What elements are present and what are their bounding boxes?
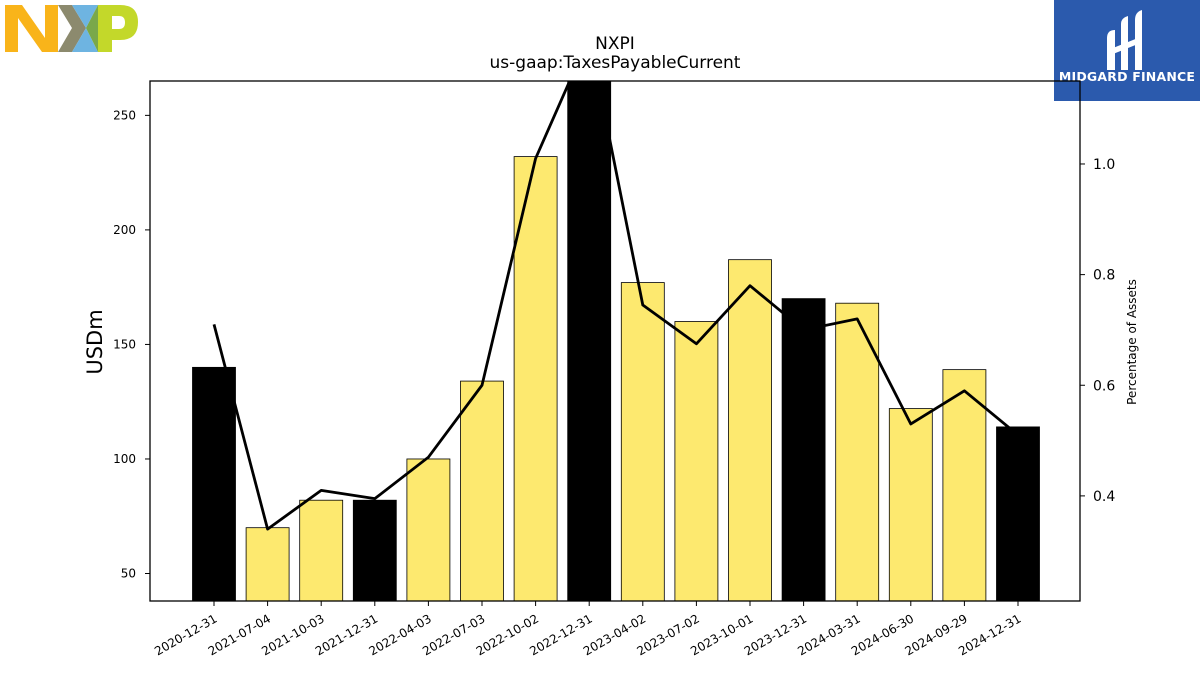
bar-2021-07-04	[245, 527, 290, 601]
y-axis-label: USDm	[83, 309, 107, 374]
bar-2022-07-03	[460, 380, 504, 601]
midgard-finance-logo: MIDGARD FINANCE	[1054, 0, 1200, 101]
bar-2024-12-31	[996, 426, 1040, 601]
y-axis-ticks: 50 100 150 200 250	[113, 108, 150, 581]
chart-subtitle: us-gaap:TaxesPayableCurrent	[490, 53, 741, 73]
bar-2024-06-30	[888, 408, 933, 601]
bar-2021-12-31	[352, 499, 397, 601]
y-tick-label: 250	[113, 108, 136, 122]
bar-2023-10-01	[728, 259, 772, 601]
chart-title: NXPI	[595, 34, 635, 54]
bar-2024-03-31	[835, 302, 880, 601]
y2-tick-label: 0.6	[1093, 378, 1115, 394]
y-tick-label: 100	[113, 452, 136, 466]
y2-axis-ticks: 0.4 0.6 0.8 1.0	[1080, 157, 1115, 505]
y2-tick-label: 1.0	[1093, 157, 1115, 173]
bar-series	[192, 81, 1040, 601]
y2-axis-label: Percentage of Assets	[1125, 279, 1139, 405]
y-tick-label: 200	[113, 223, 136, 237]
y2-tick-label: 0.8	[1093, 268, 1115, 284]
bar-2023-12-31	[781, 298, 826, 601]
bar-2023-04-02	[620, 282, 665, 601]
midgard-mark-icon	[1107, 10, 1142, 70]
y2-tick-label: 0.4	[1093, 489, 1115, 505]
bar-2023-07-02	[674, 321, 719, 601]
bar-2022-10-02	[513, 156, 558, 601]
plot-frame	[149, 80, 1081, 602]
line-series	[212, 81, 1019, 531]
bar-2020-12-31	[192, 366, 236, 601]
y-tick-label: 50	[121, 567, 136, 581]
bar-2024-09-29	[942, 369, 987, 601]
percentage-line	[212, 81, 1019, 531]
bar-2022-04-03	[406, 458, 451, 601]
x-axis-ticks: 2020-12-312021-07-042021-10-032021-12-31…	[152, 601, 1024, 658]
bar-2022-12-31	[567, 81, 612, 601]
y-tick-label: 150	[113, 337, 136, 351]
nxp-logo	[5, 5, 138, 52]
brand-name: MIDGARD FINANCE	[1059, 69, 1195, 84]
bar-2021-10-03	[299, 499, 344, 601]
